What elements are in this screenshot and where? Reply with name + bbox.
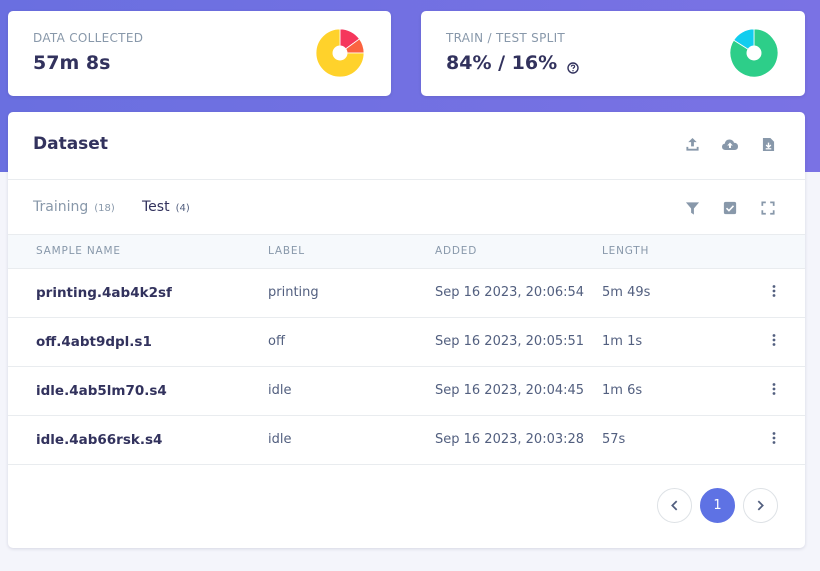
- added-cell: Sep 16 2023, 20:05:51: [435, 317, 602, 367]
- help-circle-icon[interactable]: [567, 57, 579, 74]
- sample-name-cell[interactable]: idle.4ab5lm70.s4: [8, 366, 268, 416]
- more-vertical-icon[interactable]: [772, 431, 776, 444]
- more-vertical-icon[interactable]: [772, 333, 776, 346]
- page-button-current[interactable]: 1: [700, 488, 735, 523]
- dataset-header-actions: [683, 135, 777, 153]
- sample-name-cell[interactable]: off.4abt9dpl.s1: [8, 317, 268, 367]
- data-collected-card: DATA COLLECTED 57m 8s: [8, 11, 391, 96]
- tab-test-count: (4): [175, 203, 190, 214]
- pie-center-hole: [332, 45, 348, 61]
- fullscreen-icon[interactable]: [759, 199, 777, 217]
- added-cell: Sep 16 2023, 20:04:45: [435, 366, 602, 416]
- table-row[interactable]: idle.4ab66rsk.s4 idle Sep 16 2023, 20:03…: [8, 415, 805, 465]
- dataset-tabs: Training (18) Test (4): [8, 180, 805, 235]
- train-test-split-pie-chart: [729, 28, 779, 78]
- length-cell: 5m 49s: [602, 268, 742, 318]
- pie-slice-1: [733, 28, 755, 54]
- more-vertical-icon[interactable]: [772, 382, 776, 395]
- sample-name-cell[interactable]: idle.4ab66rsk.s4: [8, 415, 268, 465]
- length-cell: 1m 6s: [602, 366, 742, 416]
- tab-actions: [683, 199, 777, 217]
- dataset-card-header: Dataset: [8, 112, 805, 180]
- added-cell: Sep 16 2023, 20:06:54: [435, 268, 602, 318]
- train-test-split-value: 84% / 16%: [446, 52, 579, 74]
- column-header-added[interactable]: ADDED: [435, 235, 602, 269]
- cloud-upload-icon[interactable]: [721, 135, 739, 153]
- samples-table: SAMPLE NAME LABEL ADDED LENGTH printing.…: [8, 235, 805, 465]
- sample-name-cell[interactable]: printing.4ab4k2sf: [8, 268, 268, 318]
- column-header-length[interactable]: LENGTH: [602, 235, 742, 269]
- more-vertical-icon[interactable]: [772, 284, 776, 297]
- chevron-right-icon: [757, 500, 764, 511]
- download-icon[interactable]: [759, 135, 777, 153]
- column-header-actions: [742, 235, 805, 269]
- table-header-row: SAMPLE NAME LABEL ADDED LENGTH: [8, 235, 805, 269]
- data-collected-value: 57m 8s: [33, 52, 111, 74]
- pie-slice-2: [315, 28, 365, 78]
- table-row[interactable]: printing.4ab4k2sf printing Sep 16 2023, …: [8, 268, 805, 318]
- tab-training[interactable]: Training (18): [33, 199, 115, 215]
- chevron-left-icon: [671, 500, 678, 511]
- data-collected-label: DATA COLLECTED: [33, 31, 144, 45]
- table-row[interactable]: idle.4ab5lm70.s4 idle Sep 16 2023, 20:04…: [8, 366, 805, 416]
- page-title: Dataset: [33, 134, 108, 154]
- upload-icon[interactable]: [683, 135, 701, 153]
- pagination: 1: [657, 488, 778, 523]
- length-cell: 1m 1s: [602, 317, 742, 367]
- length-cell: 57s: [602, 415, 742, 465]
- column-header-sample-name[interactable]: SAMPLE NAME: [8, 235, 268, 269]
- next-page-button[interactable]: [743, 488, 778, 523]
- label-cell: idle: [268, 366, 435, 416]
- checkbox-icon[interactable]: [721, 199, 739, 217]
- filter-icon[interactable]: [683, 199, 701, 217]
- previous-page-button[interactable]: [657, 488, 692, 523]
- dataset-card: Dataset Training (18) Test (4): [8, 112, 805, 548]
- tab-test[interactable]: Test (4): [142, 199, 190, 215]
- tab-training-count: (18): [94, 203, 115, 214]
- column-header-label[interactable]: LABEL: [268, 235, 435, 269]
- added-cell: Sep 16 2023, 20:03:28: [435, 415, 602, 465]
- label-cell: printing: [268, 268, 435, 318]
- train-test-split-card: TRAIN / TEST SPLIT 84% / 16%: [421, 11, 805, 96]
- data-collected-pie-chart: [315, 28, 365, 78]
- table-row[interactable]: off.4abt9dpl.s1 off Sep 16 2023, 20:05:5…: [8, 317, 805, 367]
- label-cell: idle: [268, 415, 435, 465]
- pie-center-hole: [746, 45, 762, 61]
- train-test-split-label: TRAIN / TEST SPLIT: [446, 31, 566, 45]
- label-cell: off: [268, 317, 435, 367]
